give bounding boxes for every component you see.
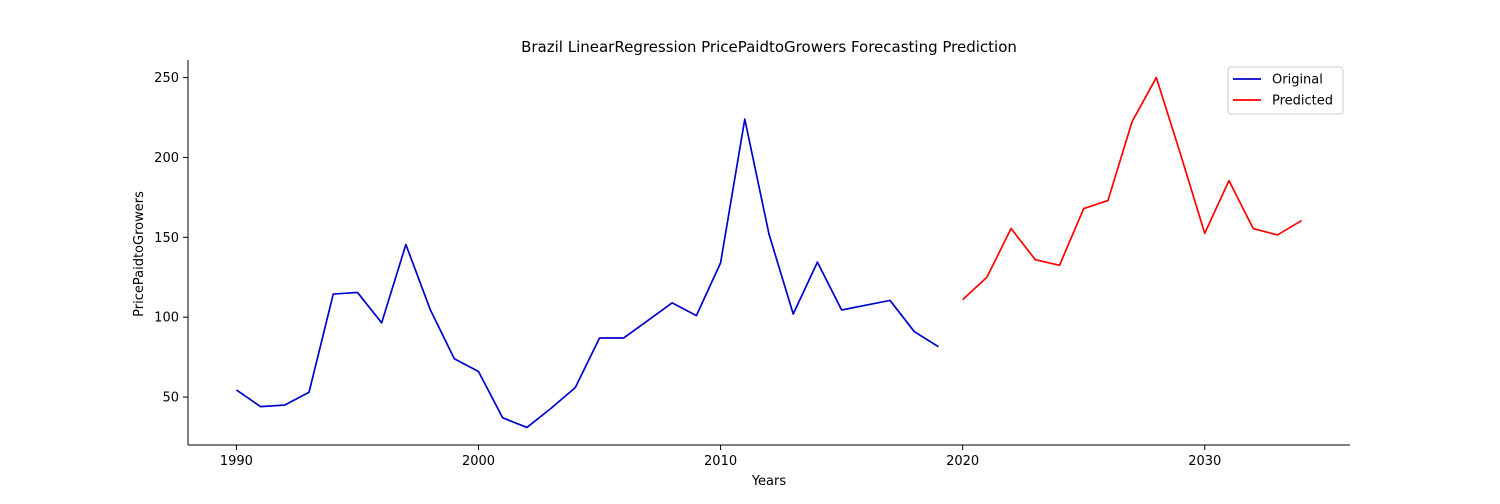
x-tick-label: 2010 <box>704 454 737 469</box>
y-tick-label: 100 <box>154 311 179 326</box>
legend-label-original: Original <box>1272 73 1323 88</box>
series-line-predicted <box>962 76 1303 301</box>
x-axis-label: Years <box>751 474 787 489</box>
x-tick-label: 1990 <box>220 454 253 469</box>
legend: Original Predicted <box>1227 66 1344 115</box>
x-tick-label: 2030 <box>1188 454 1221 469</box>
x-tick-label: 2020 <box>946 454 979 469</box>
series-line-original <box>235 118 939 429</box>
chart-title: Brazil LinearRegression PricePaidtoGrowe… <box>521 38 1017 56</box>
y-tick-label: 250 <box>154 71 179 86</box>
legend-label-predicted: Predicted <box>1272 94 1333 109</box>
y-tick-label: 50 <box>162 391 179 406</box>
y-axis-label: PricePaidtoGrowers <box>132 191 147 317</box>
y-tick-label: 200 <box>154 151 179 166</box>
x-tick-label: 2000 <box>462 454 495 469</box>
y-tick-label: 150 <box>154 231 179 246</box>
